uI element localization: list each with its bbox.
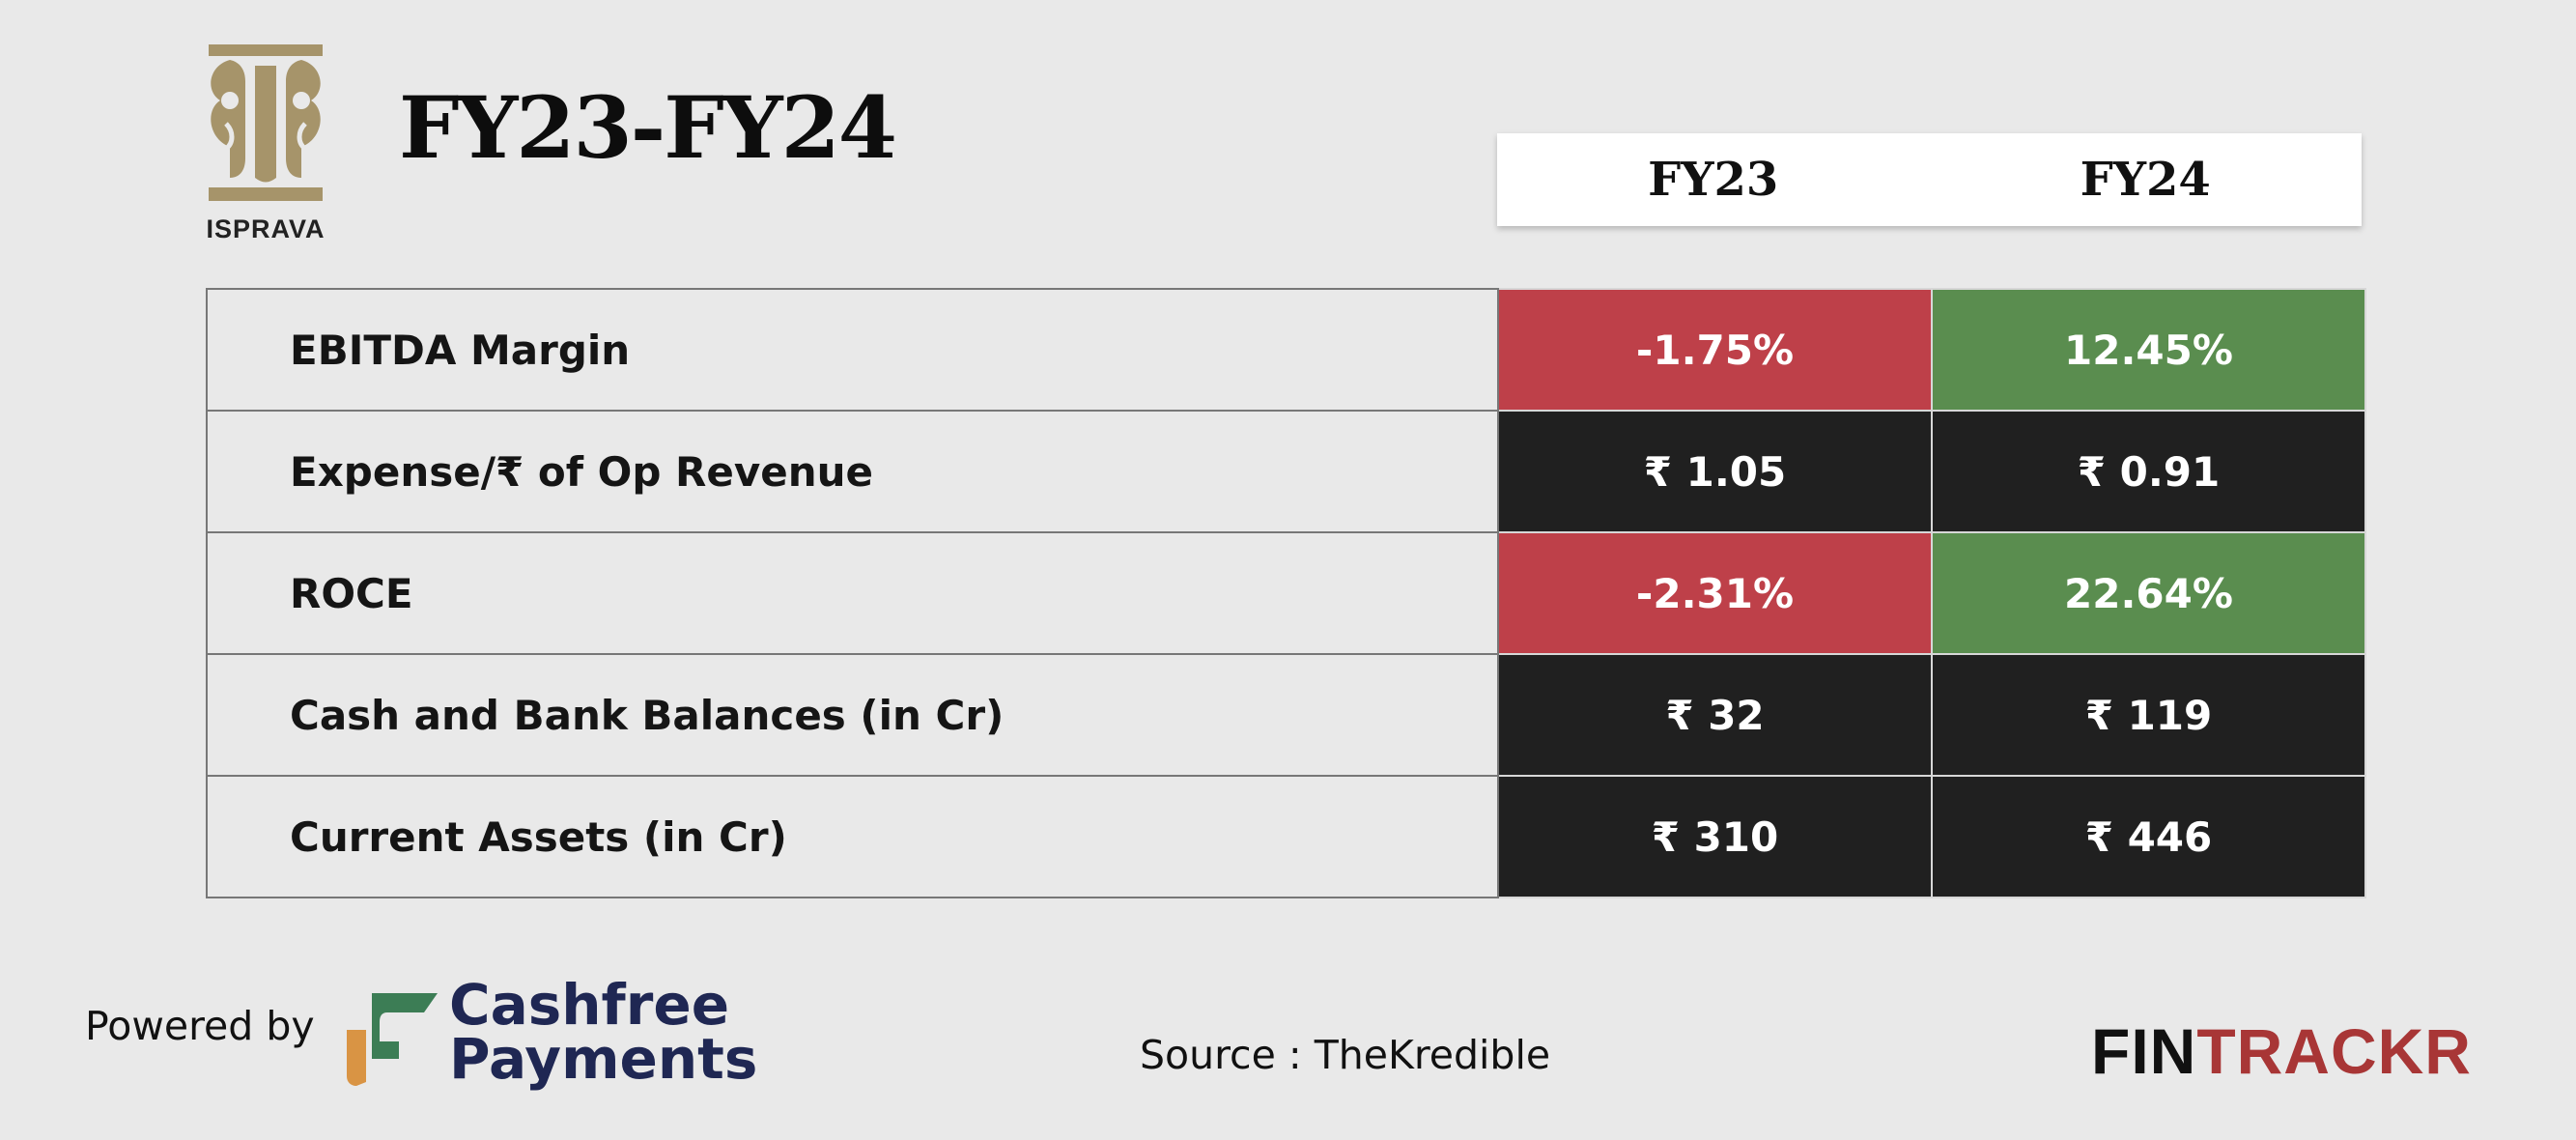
- row-label: Current Assets (in Cr): [206, 775, 1499, 898]
- table-row: ROCE -2.31% 22.64%: [206, 531, 2366, 655]
- row-label: Expense/₹ of Op Revenue: [206, 410, 1499, 533]
- powered-by-label: Powered by: [85, 1003, 315, 1049]
- table-row: Current Assets (in Cr) ₹ 310 ₹ 446: [206, 775, 2366, 898]
- logo-wordmark: ISPRAVA: [206, 214, 326, 243]
- column-header-fy23: FY23: [1648, 153, 1779, 207]
- row-label: ROCE: [206, 531, 1499, 655]
- row-label: Cash and Bank Balances (in Cr): [206, 653, 1499, 777]
- isprava-logo: ISPRAVA: [191, 43, 340, 247]
- cashfree-icon: [343, 983, 439, 1090]
- cell-fy24: ₹ 446: [1931, 775, 2366, 898]
- table-row: Cash and Bank Balances (in Cr) ₹ 32 ₹ 11…: [206, 653, 2366, 777]
- isprava-emblem-icon: [209, 44, 323, 201]
- cell-fy24: ₹ 119: [1931, 653, 2366, 777]
- source-text: Source : TheKredible: [1140, 1032, 1551, 1078]
- fintrackr-part2: TRACKR: [2196, 1015, 2472, 1087]
- cell-fy23: ₹ 1.05: [1497, 410, 1933, 533]
- table-row: EBITDA Margin -1.75% 12.45%: [206, 288, 2366, 412]
- year-header: FY23 FY24: [1497, 133, 2362, 226]
- fintrackr-logo: FINTRACKR: [2091, 1014, 2472, 1088]
- cell-fy24: ₹ 0.91: [1931, 410, 2366, 533]
- column-header-fy24: FY24: [2080, 153, 2211, 207]
- cell-fy24: 22.64%: [1931, 531, 2366, 655]
- table-row: Expense/₹ of Op Revenue ₹ 1.05 ₹ 0.91: [206, 410, 2366, 533]
- cell-fy23: -1.75%: [1497, 288, 1933, 412]
- cell-fy23: -2.31%: [1497, 531, 1933, 655]
- cashfree-line1: Cashfree: [449, 972, 730, 1038]
- page-title: FY23-FY24: [399, 77, 897, 178]
- cashfree-wordmark: Cashfree Payments: [449, 972, 758, 1092]
- cell-fy23: ₹ 32: [1497, 653, 1933, 777]
- fintrackr-part1: FIN: [2091, 1015, 2197, 1087]
- row-label: EBITDA Margin: [206, 288, 1499, 412]
- metrics-table: EBITDA Margin -1.75% 12.45% Expense/₹ of…: [206, 288, 2366, 898]
- cell-fy24: 12.45%: [1931, 288, 2366, 412]
- cashfree-line2: Payments: [449, 1026, 758, 1092]
- cell-fy23: ₹ 310: [1497, 775, 1933, 898]
